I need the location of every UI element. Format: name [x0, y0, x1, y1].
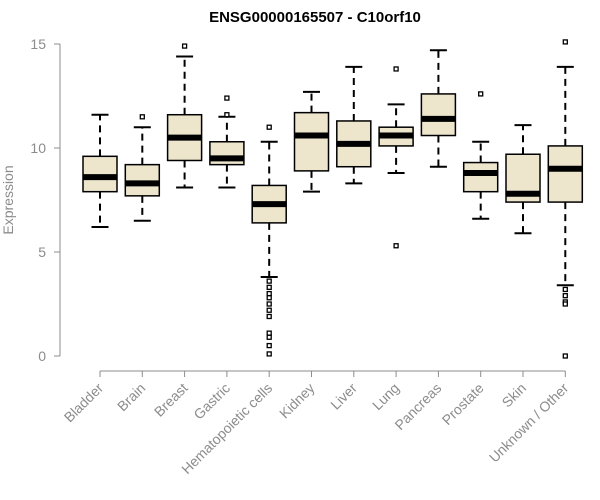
x-category-label: Brain — [114, 380, 148, 414]
x-category-label: Skin — [499, 380, 530, 411]
outlier-point — [266, 290, 272, 297]
x-category-label: Kidney — [276, 380, 318, 422]
outlier-point — [266, 313, 272, 320]
box-rect — [82, 155, 118, 193]
outlier-point — [266, 342, 272, 349]
y-axis-title: Expression — [0, 165, 16, 234]
x-category-label: Bladder — [61, 380, 107, 426]
box-rect — [547, 145, 584, 203]
x-category-label: Unknown / Other — [486, 380, 572, 466]
outlier-point — [393, 243, 399, 249]
x-category-label: Prostate — [439, 380, 487, 428]
x-category-label: Liver — [327, 380, 360, 413]
box-prostate — [462, 91, 499, 220]
outlier-point — [266, 330, 272, 336]
box-pancreas — [420, 49, 457, 168]
outlier-point — [139, 114, 145, 120]
chart-title: ENSG00000165507 - C10orf10 — [209, 9, 421, 26]
y-tick-label: 0 — [38, 348, 46, 364]
box-rect — [462, 161, 499, 193]
outlier-point — [562, 286, 568, 293]
y-axis: 0 5 10 15 — [30, 36, 61, 364]
outlier-point — [562, 39, 568, 45]
outlier-point — [181, 43, 188, 49]
outlier-point — [266, 351, 272, 357]
y-tick-label: 15 — [30, 36, 46, 52]
box-gastric — [209, 95, 245, 189]
outlier-point — [266, 124, 272, 130]
outlier-point — [266, 295, 272, 301]
box-unknown-other — [547, 39, 584, 359]
box-lung — [378, 66, 414, 249]
outlier-point — [266, 307, 272, 313]
outlier-point — [562, 301, 568, 307]
box-rect — [124, 163, 161, 197]
box-rect — [293, 111, 330, 172]
outlier-point — [478, 91, 484, 97]
outlier-point — [224, 95, 230, 101]
x-category-label: Breast — [151, 380, 191, 420]
outlier-point — [266, 334, 272, 340]
box-skin — [505, 124, 541, 235]
box-kidney — [293, 90, 330, 193]
box-rect — [420, 93, 457, 137]
x-category-label: Lung — [369, 380, 402, 413]
outlier-point — [562, 353, 568, 359]
outlier-point — [266, 278, 272, 284]
box-breast — [166, 43, 203, 189]
outlier-point — [562, 293, 568, 299]
y-tick-label: 10 — [30, 140, 46, 156]
outlier-point — [393, 66, 399, 72]
box-bladder — [82, 113, 118, 229]
outlier-point — [224, 112, 230, 118]
box-liver — [336, 65, 372, 185]
x-category-label: Pancreas — [391, 380, 444, 433]
boxes-group — [82, 39, 584, 359]
outlier-point — [266, 301, 272, 307]
y-tick-label: 5 — [38, 244, 46, 260]
outlier-point — [266, 284, 272, 291]
box-hematopoietic-cells — [251, 124, 287, 357]
box-brain — [124, 114, 161, 222]
